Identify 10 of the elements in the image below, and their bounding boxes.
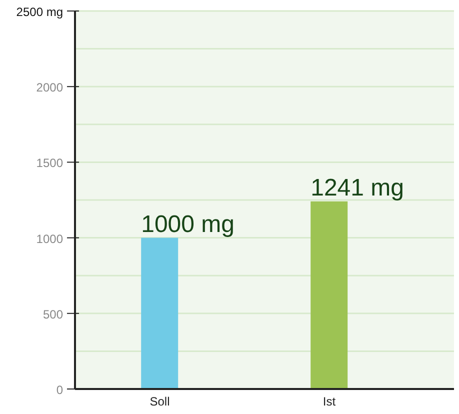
data-label: 1000 mg [141,210,235,238]
y-tick-label: 1500 [36,156,64,170]
y-tick-label: 2000 [36,80,64,95]
y-tick-label: 0 [56,383,64,397]
x-tick-label: Ist [322,394,336,409]
y-tick-label: 500 [42,307,64,322]
x-tick-label: Soll [150,394,170,409]
y-tick-label: 2500 mg [16,5,63,19]
data-label: 1241 mg [310,174,404,202]
y-tick-label: 1000 [36,232,64,246]
